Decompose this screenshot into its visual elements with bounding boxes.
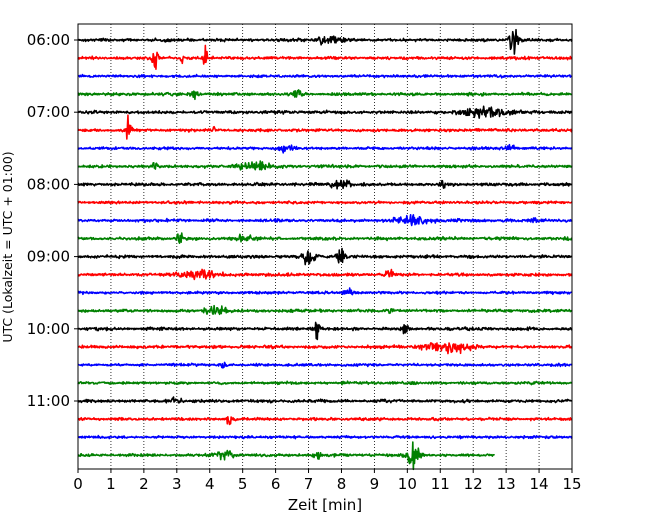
trace-1045 [77, 380, 573, 386]
trace-0900 [77, 247, 573, 266]
x-tick-label: 0 [73, 475, 83, 493]
trace-0700 [77, 105, 573, 119]
trace-1145 [77, 441, 495, 471]
x-tick-label: 14 [530, 475, 549, 493]
trace-0945 [77, 304, 573, 316]
x-tick-label: 6 [271, 475, 281, 493]
x-tick-label: 5 [238, 475, 248, 493]
x-axis-ticks: 0 1 2 3 4 5 6 7 8 9 10 11 12 13 14 15 [73, 469, 582, 493]
trace-1030 [77, 361, 573, 369]
trace-0600 [77, 28, 573, 55]
trace-1100 [77, 396, 573, 404]
y-tick-label: 06:00 [27, 31, 70, 49]
x-tick-label: 8 [337, 475, 347, 493]
y-tick-label: 08:00 [27, 175, 70, 193]
trace-0815 [77, 200, 573, 205]
trace-0645 [77, 89, 573, 101]
x-axis-label: Zeit [min] [288, 496, 362, 514]
seismogram-traces [77, 28, 573, 471]
x-tick-label: 9 [370, 475, 380, 493]
trace-1000 [77, 321, 573, 341]
trace-0730 [77, 143, 573, 154]
trace-0615 [77, 44, 573, 70]
x-tick-label: 12 [464, 475, 483, 493]
trace-0930 [77, 287, 573, 296]
trace-0830 [77, 213, 573, 227]
trace-1015 [77, 342, 573, 355]
x-tick-label: 11 [431, 475, 450, 493]
x-tick-label: 10 [398, 475, 417, 493]
trace-1115 [77, 415, 573, 426]
y-tick-label: 07:00 [27, 103, 70, 121]
trace-0745 [77, 160, 573, 171]
y-axis-ticks: 06:00 07:00 08:00 09:00 10:00 11:00 [27, 31, 78, 410]
trace-0800 [77, 179, 573, 190]
x-tick-label: 13 [497, 475, 516, 493]
y-tick-label: 09:00 [27, 248, 70, 266]
trace-0715 [77, 114, 573, 140]
trace-1130 [77, 434, 573, 440]
x-tick-label: 4 [205, 475, 215, 493]
x-tick-label: 15 [562, 475, 581, 493]
y-axis-label: UTC (Lokalzeit = UTC + 01:00) [0, 151, 15, 342]
y-tick-label: 11:00 [27, 392, 70, 410]
axes-frame [77, 23, 573, 470]
x-tick-label: 1 [106, 475, 116, 493]
x-tick-label: 7 [304, 475, 314, 493]
trace-0845 [77, 232, 573, 244]
x-gridlines [110, 24, 540, 469]
trace-0630 [77, 73, 573, 79]
x-tick-label: 2 [139, 475, 149, 493]
trace-0915 [77, 268, 573, 281]
x-tick-label: 3 [172, 475, 182, 493]
y-tick-label: 10:00 [27, 320, 70, 338]
